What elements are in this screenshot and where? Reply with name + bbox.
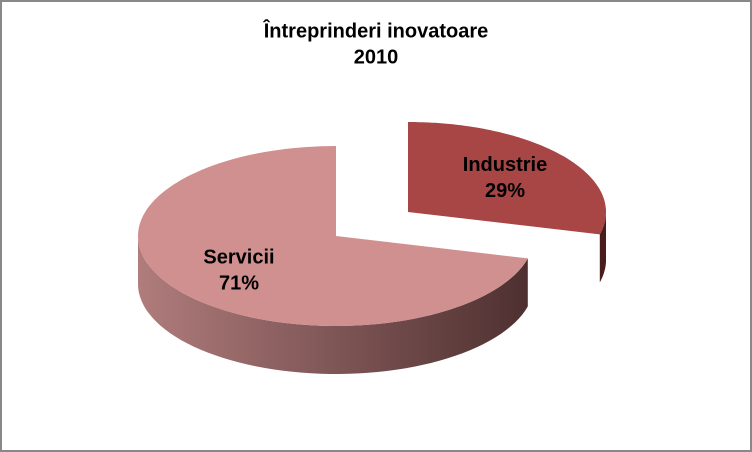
- slice-label: Servicii: [203, 246, 274, 268]
- value-label: 71%: [219, 272, 259, 294]
- value-label: 29%: [485, 180, 525, 202]
- slice: [408, 122, 606, 235]
- chart-title: Întreprinderi inovatoare: [263, 18, 489, 42]
- slice: [138, 146, 528, 326]
- slice-label: Industrie: [463, 154, 547, 176]
- slice-side: [138, 236, 528, 374]
- chart-subtitle: 2010: [354, 46, 399, 68]
- slice-side: [599, 212, 606, 283]
